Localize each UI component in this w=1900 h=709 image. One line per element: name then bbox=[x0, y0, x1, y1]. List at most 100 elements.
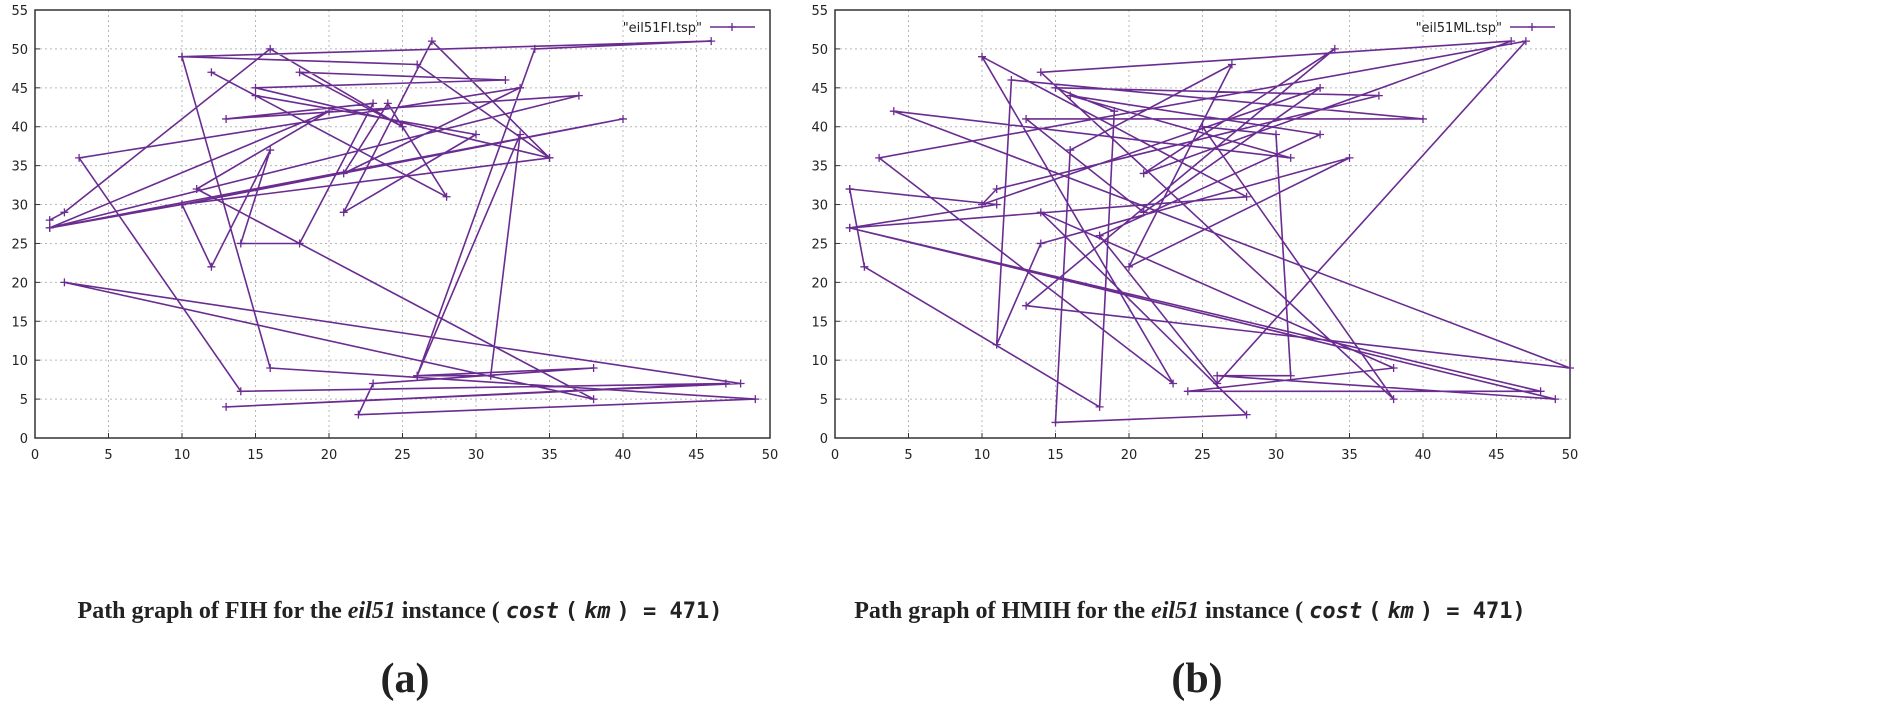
city-marker bbox=[1213, 371, 1222, 380]
city-marker bbox=[1198, 122, 1207, 131]
city-marker bbox=[413, 60, 422, 69]
chart-b-svg: 0 5 10 15 20 25 30 35 40 45 50 0 5 10 15 20 25 30 35 40 45 50… bbox=[811, 4, 1578, 463]
city-marker bbox=[978, 52, 986, 61]
tour-path bbox=[48, 40, 757, 416]
caption-b-cost: cost bbox=[1309, 598, 1363, 624]
city-marker bbox=[266, 44, 275, 53]
city-marker bbox=[516, 83, 525, 92]
city-marker bbox=[736, 379, 745, 388]
city-marker bbox=[589, 363, 598, 372]
city-marker bbox=[207, 262, 216, 271]
plot-frame bbox=[34, 9, 771, 439]
y-tick-label: 15 bbox=[811, 315, 828, 330]
city-marker bbox=[1110, 107, 1119, 116]
city-marker bbox=[1022, 114, 1031, 123]
caption-b-unit: km bbox=[1387, 598, 1414, 624]
y-tick-label: 15 bbox=[11, 315, 28, 330]
city-marker bbox=[295, 239, 304, 248]
city-marker bbox=[1036, 208, 1045, 217]
city-marker bbox=[875, 153, 884, 162]
x-tick-label: 35 bbox=[1341, 448, 1358, 463]
city-marker bbox=[413, 371, 422, 380]
legend-label: "eil51FI.tsp" bbox=[623, 21, 702, 36]
city-marker bbox=[1566, 363, 1574, 372]
city-marker bbox=[1051, 418, 1060, 427]
y-tick-label: 50 bbox=[811, 43, 828, 58]
city-marker bbox=[1345, 153, 1354, 162]
city-marker bbox=[354, 410, 363, 419]
city-marker bbox=[845, 184, 854, 193]
caption-b-instance: eil51 bbox=[1151, 597, 1200, 624]
city-marker bbox=[530, 44, 539, 53]
city-marker bbox=[60, 278, 69, 287]
city-marker bbox=[619, 114, 627, 123]
city-marker bbox=[1330, 44, 1339, 53]
city-marker bbox=[192, 184, 201, 193]
city-marker bbox=[1507, 37, 1516, 46]
x-tick-label: 15 bbox=[247, 448, 264, 463]
city-marker bbox=[207, 68, 216, 77]
city-marker bbox=[1051, 83, 1060, 92]
y-tick-label: 45 bbox=[811, 82, 828, 97]
city-marker bbox=[1036, 68, 1045, 77]
x-tick-label: 10 bbox=[974, 448, 991, 463]
city-marker bbox=[889, 107, 898, 116]
city-marker bbox=[501, 76, 510, 85]
city-marker bbox=[1095, 231, 1104, 240]
x-tick-label: 5 bbox=[104, 448, 112, 463]
y-tick-label: 35 bbox=[811, 160, 828, 175]
city-marker bbox=[1242, 192, 1251, 201]
chart-a-svg: 0 5 10 15 20 25 30 35 40 45 50 0 5 10 15 20 25 30 35 40 45 50… bbox=[11, 4, 779, 463]
city-marker bbox=[1389, 395, 1398, 404]
x-tick-label: 50 bbox=[762, 448, 779, 463]
city-marker bbox=[339, 208, 348, 217]
x-tick-label: 25 bbox=[1194, 448, 1211, 463]
city-marker bbox=[369, 379, 378, 388]
city-marker bbox=[45, 223, 54, 232]
city-marker bbox=[1272, 130, 1280, 139]
city-marker bbox=[1286, 371, 1295, 380]
y-tick-label: 0 bbox=[820, 432, 828, 447]
legend-marker bbox=[1528, 23, 1536, 31]
city-marker bbox=[1139, 169, 1148, 178]
x-tick-label: 45 bbox=[1488, 448, 1505, 463]
y-tick-label: 20 bbox=[11, 276, 28, 291]
x-tick-label: 35 bbox=[541, 448, 558, 463]
city-marker bbox=[751, 395, 760, 404]
city-marker bbox=[222, 402, 231, 411]
city-marker bbox=[1242, 410, 1251, 419]
city-marker bbox=[516, 130, 525, 139]
y-tick-label: 45 bbox=[11, 82, 28, 97]
caption-b-post: ) = 471) bbox=[1419, 598, 1526, 624]
x-tick-label: 0 bbox=[31, 448, 39, 463]
city-marker bbox=[75, 153, 84, 162]
caption-a-pre: Path graph of FIH for the bbox=[77, 597, 342, 624]
y-tick-label: 10 bbox=[811, 354, 828, 369]
city-marker bbox=[236, 387, 245, 396]
city-marker bbox=[1286, 153, 1295, 162]
y-tick-label: 55 bbox=[11, 4, 28, 19]
y-tick-label: 40 bbox=[11, 121, 28, 136]
x-tick-label: 5 bbox=[904, 448, 912, 463]
city-marker bbox=[1183, 387, 1192, 396]
city-marker bbox=[442, 192, 451, 201]
city-marker bbox=[1227, 60, 1236, 69]
x-tick-label: 30 bbox=[1268, 448, 1285, 463]
x-tick-label: 10 bbox=[174, 448, 191, 463]
city-marker bbox=[369, 99, 378, 108]
city-marker bbox=[1022, 301, 1031, 310]
y-tick-label: 5 bbox=[20, 393, 28, 408]
city-marker bbox=[236, 239, 245, 248]
city-marker bbox=[589, 395, 598, 404]
city-marker bbox=[266, 363, 275, 372]
city-marker bbox=[427, 37, 436, 46]
city-marker bbox=[295, 68, 304, 77]
city-marker bbox=[1551, 395, 1560, 404]
city-marker bbox=[1066, 146, 1075, 155]
x-tick-label: 15 bbox=[1047, 448, 1064, 463]
y-tick-label: 30 bbox=[11, 199, 28, 214]
city-marker bbox=[1389, 363, 1398, 372]
city-marker bbox=[1316, 83, 1325, 92]
city-marker bbox=[1419, 114, 1427, 123]
city-marker bbox=[1066, 91, 1075, 100]
